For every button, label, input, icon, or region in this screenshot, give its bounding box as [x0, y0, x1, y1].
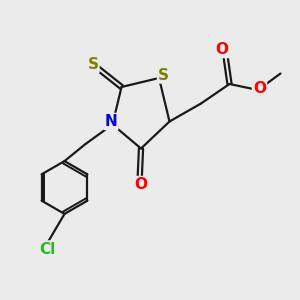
Text: Cl: Cl: [39, 242, 55, 256]
Text: S: S: [158, 68, 169, 82]
Text: O: O: [253, 81, 266, 96]
Text: S: S: [88, 57, 98, 72]
Text: O: O: [134, 177, 148, 192]
Text: O: O: [215, 42, 229, 57]
Text: N: N: [105, 114, 117, 129]
